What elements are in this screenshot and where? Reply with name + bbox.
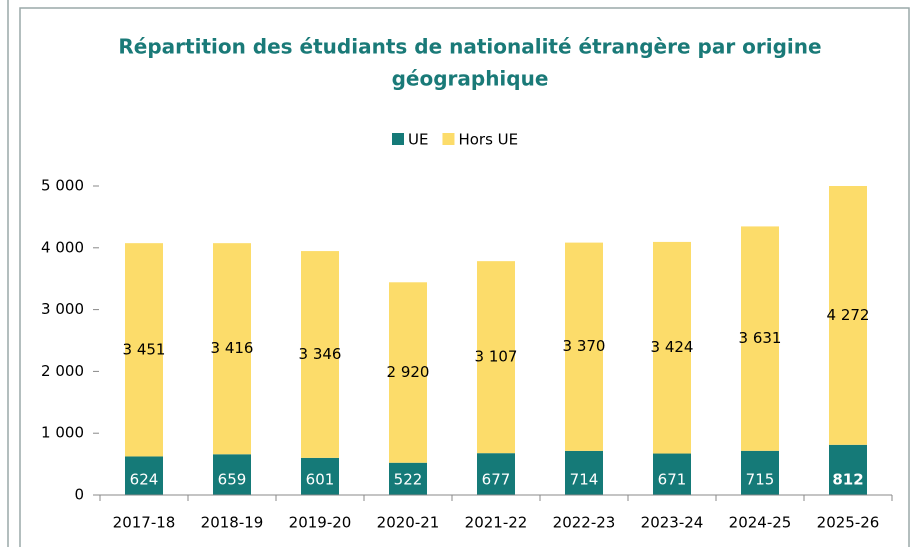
- legend-label: Hors UE: [458, 131, 518, 149]
- bar-segment: [653, 241, 691, 454]
- data-label: 624: [130, 471, 159, 489]
- x-tick-label: 2020-21: [377, 514, 440, 532]
- y-tick-label: 1 000: [41, 424, 84, 442]
- x-tick-label: 2019-20: [289, 514, 352, 532]
- bar-segment: [125, 243, 163, 457]
- bar-segment: [477, 261, 515, 454]
- data-label: 3 346: [299, 345, 342, 363]
- data-label: 714: [570, 471, 599, 489]
- data-label: 677: [482, 471, 511, 489]
- x-tick-label: 2018-19: [201, 514, 264, 532]
- bar-segment: [741, 226, 779, 451]
- y-tick-label: 5 000: [41, 177, 84, 195]
- bar-segment: [389, 282, 427, 463]
- data-label: 3 416: [211, 339, 254, 357]
- data-label: 3 107: [475, 348, 518, 366]
- data-label: 2 920: [387, 363, 430, 381]
- x-tick-label: 2025-26: [817, 514, 880, 532]
- x-tick-label: 2021-22: [465, 514, 528, 532]
- bar-segment: [389, 462, 427, 495]
- y-tick-label: 4 000: [41, 238, 84, 256]
- data-label: 659: [218, 471, 247, 489]
- x-tick-label: 2022-23: [553, 514, 616, 532]
- data-label: 3 631: [739, 329, 782, 347]
- data-label: 3 370: [563, 337, 606, 355]
- bar-segment: [477, 453, 515, 495]
- bar-segment: [565, 450, 603, 495]
- data-label: 601: [306, 471, 335, 489]
- bar-segment: [213, 454, 251, 495]
- bar-segment: [125, 456, 163, 495]
- y-tick-label: 3 000: [41, 300, 84, 318]
- bar-segment: [213, 243, 251, 455]
- y-tick-label: 0: [74, 486, 84, 504]
- y-tick-label: 2 000: [41, 362, 84, 380]
- bar-segment: [301, 457, 339, 495]
- chart-title: Répartition des étudiants de nationalité…: [118, 35, 821, 59]
- legend-swatch: [442, 133, 455, 145]
- data-label: 812: [832, 471, 863, 489]
- x-tick-label: 2017-18: [113, 514, 176, 532]
- data-label: 3 451: [123, 340, 166, 358]
- legend-label: UE: [408, 131, 428, 149]
- plot-area: [125, 186, 867, 495]
- bar-segment: [829, 444, 867, 495]
- legend-swatch: [392, 133, 404, 145]
- bar-segment: [653, 453, 691, 495]
- bar-segment: [829, 186, 867, 445]
- bar-segment: [741, 450, 779, 495]
- data-label: 671: [658, 471, 687, 489]
- bar-segment: [565, 242, 603, 451]
- bar-segment: [301, 251, 339, 458]
- data-label: 522: [394, 471, 423, 489]
- chart-title: géographique: [392, 67, 549, 91]
- data-label: 4 272: [827, 306, 870, 324]
- x-tick-label: 2023-24: [641, 514, 704, 532]
- frame: [19, 7, 910, 547]
- x-tick-label: 2024-25: [729, 514, 792, 532]
- data-label: 3 424: [651, 338, 694, 356]
- data-label: 715: [746, 471, 775, 489]
